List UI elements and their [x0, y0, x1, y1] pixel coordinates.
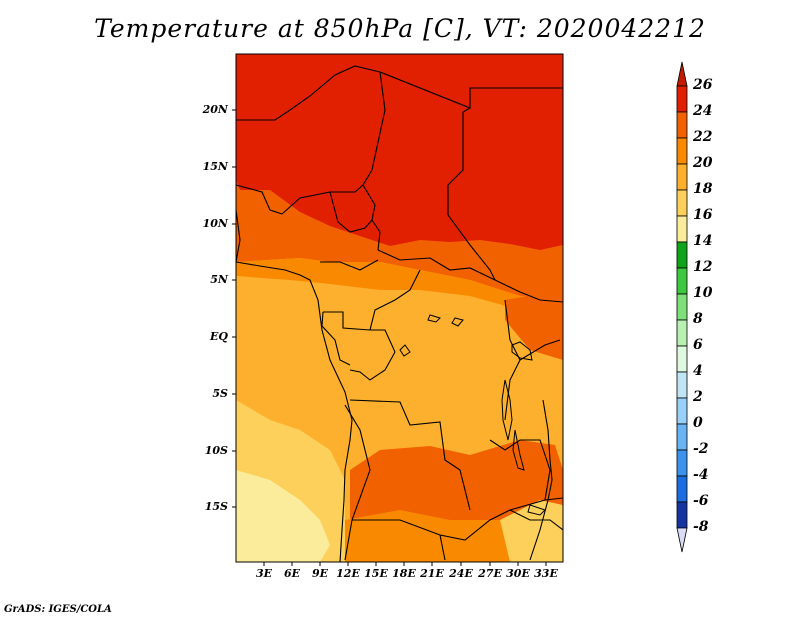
lat-label-10s: 10S: [204, 444, 228, 457]
colorbar-segment: [676, 137, 688, 165]
colorbar-label: 26: [693, 77, 713, 93]
colorbar-segment: [676, 85, 688, 113]
colorbar-top-arrow: [676, 61, 688, 87]
lon-label-3e: 3E: [255, 567, 273, 580]
colorbar-segment: [676, 293, 688, 321]
lon-label-18e: 18E: [392, 567, 416, 580]
lon-label-33e: 33E: [534, 567, 558, 580]
colorbar-segment: [676, 345, 688, 373]
colorbar-segment: [676, 111, 688, 139]
colorbar-segment: [676, 163, 688, 191]
colorbar-label: -8: [693, 519, 709, 535]
colorbar-label: -6: [693, 493, 709, 509]
colorbar-label: 10: [693, 285, 713, 301]
colorbar-label: 14: [693, 233, 713, 249]
colorbar-bottom-arrow: [676, 527, 688, 553]
colorbar-segment: [676, 215, 688, 243]
lon-label-9e: 9E: [311, 567, 329, 580]
chart-title: Temperature at 850hPa [C], VT: 202004221…: [94, 14, 706, 43]
lat-label-15n: 15N: [202, 160, 228, 173]
lat-label-10n: 10N: [202, 217, 228, 230]
colorbar-segment: [676, 423, 688, 451]
colorbar-segment: [676, 475, 688, 503]
colorbar-label: 22: [693, 129, 713, 145]
axis-ticks: [232, 109, 547, 566]
lat-label-20n: 20N: [202, 103, 228, 116]
lon-label-24e: 24E: [449, 567, 473, 580]
credit-text: GrADS: IGES/COLA: [4, 604, 112, 615]
lon-label-30e: 30E: [506, 567, 530, 580]
colorbar-segment: [676, 241, 688, 269]
coastline: [236, 209, 553, 562]
colorbar-label: 12: [693, 259, 713, 275]
colorbar-label: -4: [693, 467, 709, 483]
colorbar-label: 18: [693, 181, 713, 197]
colorbar-label: 2: [693, 389, 703, 405]
colorbar-label: -2: [693, 441, 709, 457]
colorbar-label: 4: [693, 363, 703, 379]
colorbar-label: 6: [693, 337, 703, 353]
colorbar-segment: [676, 319, 688, 347]
colorbar-label: 24: [693, 103, 713, 119]
lakes: [399, 314, 546, 516]
colorbar-label: 16: [693, 207, 713, 223]
lon-label-12e: 12E: [336, 567, 360, 580]
colorbar-segment: [676, 501, 688, 529]
colorbar-label: 20: [693, 155, 713, 171]
colorbar-label: 8: [693, 311, 703, 327]
lat-label-5s: 5S: [212, 387, 228, 400]
lon-label-15e: 15E: [364, 567, 388, 580]
lon-label-27e: 27E: [478, 567, 502, 580]
colorbar-label: 0: [693, 415, 703, 431]
lat-label-eq: EQ: [210, 330, 228, 343]
lat-label-5n: 5N: [210, 273, 228, 286]
colorbar-segment: [676, 267, 688, 295]
country-borders: [236, 65, 563, 561]
lat-label-15s: 15S: [204, 500, 228, 513]
colorbar-segment: [676, 397, 688, 425]
lon-label-6e: 6E: [283, 567, 301, 580]
colorbar-segment: [676, 449, 688, 477]
map-frame: [235, 53, 564, 563]
colorbar: [676, 61, 688, 553]
colorbar-segment: [676, 371, 688, 399]
temperature-field: [236, 54, 563, 562]
colorbar-segment: [676, 189, 688, 217]
lon-label-21e: 21E: [420, 567, 444, 580]
